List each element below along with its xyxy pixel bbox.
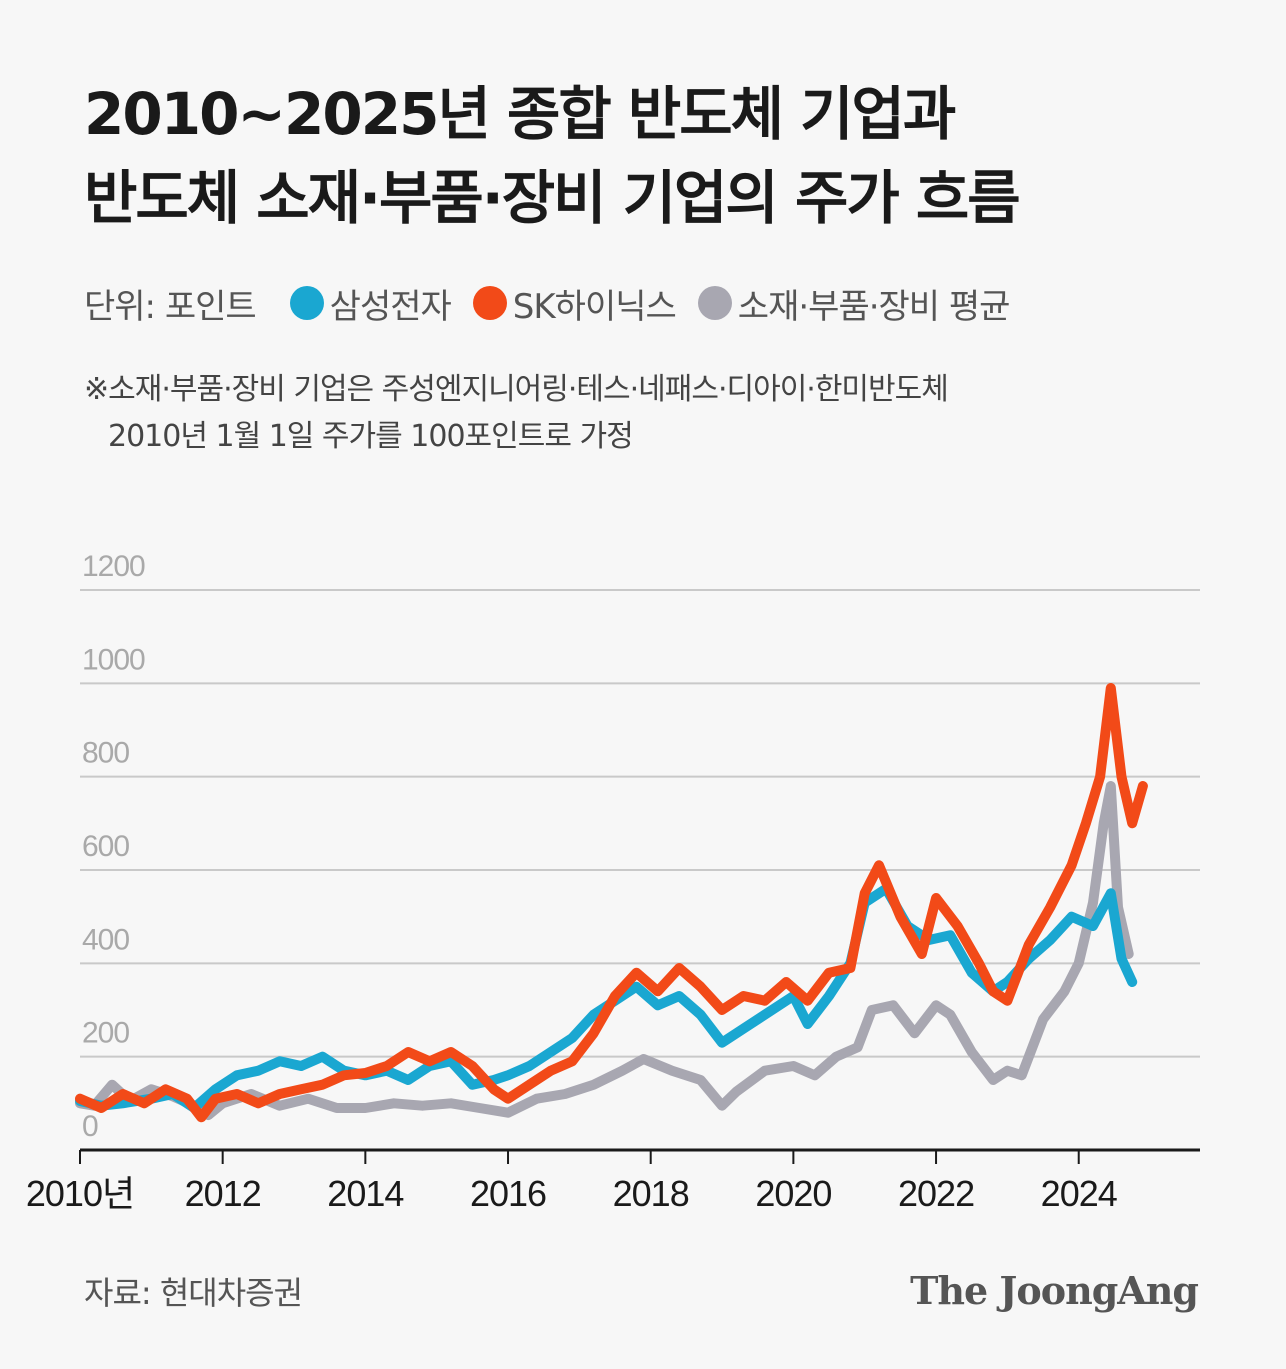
chart-title: 2010~2025년 종합 반도체 기업과 반도체 소재·부품·장비 기업의 주…	[84, 72, 1234, 240]
legend-label-sk-hynix: SK하이닉스	[512, 286, 677, 327]
chart-title-line-2: 반도체 소재·부품·장비 기업의 주가 흐름	[84, 164, 1021, 232]
x-tick-label-2014: 2014	[327, 1173, 403, 1214]
brand-logo: The JoongAng	[910, 1268, 1199, 1313]
y-tick-label-0: 0	[82, 1110, 98, 1143]
series-line-samsung	[75, 883, 1138, 1113]
y-tick-label-1200: 1200	[82, 550, 145, 583]
series-line-sk-hynix	[75, 683, 1148, 1123]
series-line-equipment-avg	[75, 781, 1134, 1120]
legend: 단위: 포인트 삼성전자 SK하이닉스 소재·부품·장비 평균	[84, 278, 1031, 328]
footnote-line-1: ※소재·부품·장비 기업은 주성엔지니어링·테스·네패스·디아이·한미반도체	[84, 372, 949, 407]
legend-dot-samsung	[289, 286, 324, 320]
legend-label-equipment-avg: 소재·부품·장비 평균	[737, 286, 1011, 327]
legend-item-samsung: 삼성전자	[289, 279, 452, 328]
x-tick-label-2012: 2012	[185, 1173, 261, 1214]
y-tick-label-1000: 1000	[82, 643, 145, 676]
x-tick-label-2024: 2024	[1041, 1173, 1117, 1214]
x-tick-label-2016: 2016	[470, 1173, 546, 1214]
legend-item-sk-hynix: SK하이닉스	[472, 279, 677, 328]
legend-dot-equipment-avg	[697, 286, 732, 320]
legend-label-samsung: 삼성전자	[329, 286, 452, 327]
legend-dot-sk-hynix	[472, 286, 507, 320]
chart-title-line-1: 2010~2025년 종합 반도체 기업과	[84, 80, 956, 148]
x-tick-label-2010: 2010년	[26, 1173, 134, 1214]
y-tick-label-600: 600	[82, 830, 129, 863]
legend-item-equipment-avg: 소재·부품·장비 평균	[697, 279, 1011, 328]
unit-label: 단위: 포인트	[84, 286, 257, 327]
y-tick-label-400: 400	[82, 923, 129, 956]
x-tick-label-2020: 2020	[755, 1173, 831, 1214]
footnote-line-2: 2010년 1월 1일 주가를 100포인트로 가정	[108, 419, 634, 454]
source-label: 자료: 현대차증권	[84, 1274, 303, 1312]
y-tick-label-800: 800	[82, 737, 129, 770]
x-tick-label-2018: 2018	[613, 1173, 689, 1214]
line-chart: 0 200 400 600 800 1000 1200 2010년 2012 2014 2016 20…	[26, 550, 1200, 1214]
x-tick-label-2022: 2022	[898, 1173, 974, 1214]
footnote: ※소재·부품·장비 기업은 주성엔지니어링·테스·네패스·디아이·한미반도체 2…	[84, 366, 1244, 460]
y-tick-label-200: 200	[82, 1017, 129, 1050]
